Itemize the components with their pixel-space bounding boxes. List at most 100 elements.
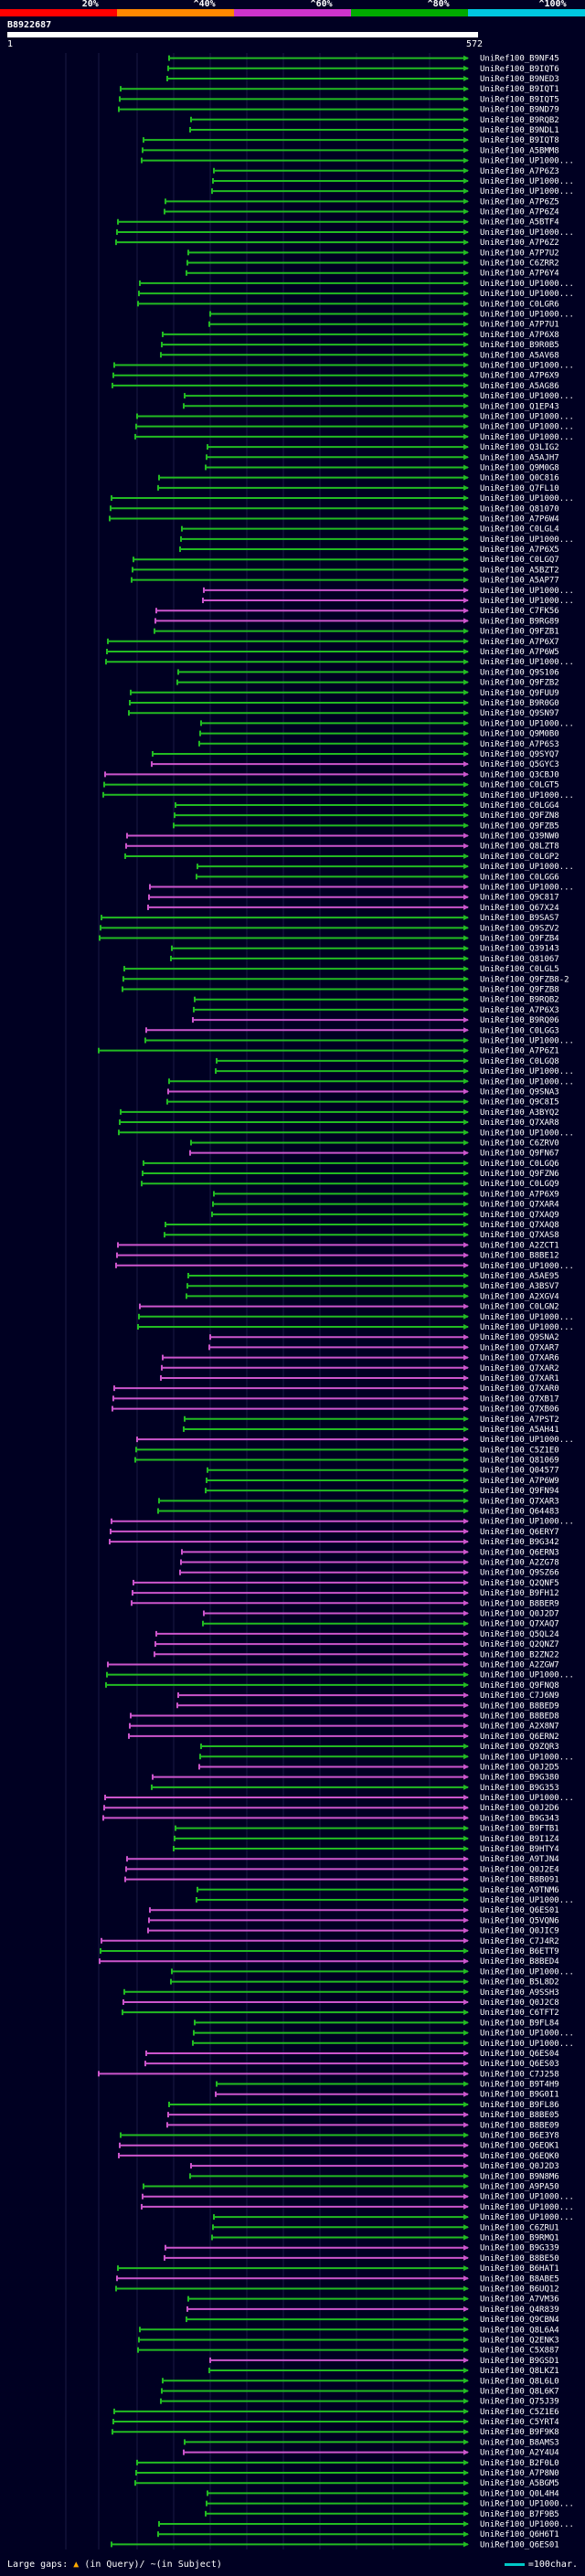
hit-label[interactable]: UniRef100_C0LGT5 [480, 781, 559, 790]
hit-row[interactable]: UniRef100_A2ZCT1 [117, 1241, 559, 1250]
hit-row[interactable]: UniRef100_A7PST2 [184, 1415, 559, 1425]
hit-label[interactable]: UniRef100_A9TJN4 [480, 1855, 559, 1864]
hit-row[interactable]: UniRef100_Q9M0G8 [205, 463, 559, 472]
hit-row[interactable]: UniRef100_B9RQB2 [194, 996, 559, 1005]
hit-label[interactable]: UniRef100_C7J258 [480, 2070, 559, 2079]
hit-label[interactable]: UniRef100_Q9SZ66 [480, 1569, 559, 1578]
hit-label[interactable]: UniRef100_A2Y4U4 [480, 2449, 559, 2458]
hit-row[interactable]: UniRef100_C5YRT4 [112, 2418, 559, 2427]
hit-row[interactable]: UniRef100_Q8LKZ1 [208, 2367, 559, 2376]
hit-label[interactable]: UniRef100_Q81070 [480, 504, 559, 514]
hit-label[interactable]: UniRef100_Q9SNA2 [480, 1333, 559, 1342]
hit-row[interactable]: UniRef100_B8BE09 [166, 2121, 559, 2130]
hit-row[interactable]: UniRef100_C7J6N9 [177, 1691, 559, 1701]
hit-row[interactable]: UniRef100_C0LGP2 [124, 853, 559, 862]
hit-label[interactable]: UniRef100_UP1000... [480, 1518, 574, 1527]
hit-row[interactable]: UniRef100_B5L8D2 [170, 1978, 559, 1988]
hit-label[interactable]: UniRef100_Q9ZQR3 [480, 1743, 559, 1752]
hit-label[interactable]: UniRef100_UP1000... [480, 2193, 574, 2202]
hit-row[interactable]: UniRef100_B6E3Y8 [120, 2132, 559, 2141]
hit-label[interactable]: UniRef100_B9FL86 [480, 2101, 559, 2110]
hit-row[interactable]: UniRef100_A5BMM8 [142, 146, 559, 155]
hit-label[interactable]: UniRef100_UP1000... [480, 2520, 574, 2529]
hit-row[interactable]: UniRef100_Q9FZB8-2 [122, 975, 569, 984]
hit-label[interactable]: UniRef100_Q0J2D3 [480, 2162, 559, 2171]
hit-label[interactable]: UniRef100_Q64483 [480, 1508, 559, 1517]
hit-row[interactable]: UniRef100_Q0J2D3 [190, 2162, 559, 2171]
hit-label[interactable]: UniRef100_Q9SZV2 [480, 924, 559, 933]
hit-row[interactable]: UniRef100_A2ZG78 [180, 1559, 559, 1568]
hit-label[interactable]: UniRef100_C6TFT2 [480, 2009, 559, 2018]
hit-label[interactable]: UniRef100_B9ND79 [480, 106, 559, 115]
hit-label[interactable]: UniRef100_Q0C816 [480, 474, 559, 483]
hit-row[interactable]: UniRef100_Q0J2E4 [125, 1865, 559, 1874]
hit-label[interactable]: UniRef100_A5AG86 [480, 382, 559, 391]
hit-row[interactable]: UniRef100_C0LGL4 [181, 525, 559, 535]
hit-label[interactable]: UniRef100_A9PA50 [480, 2183, 559, 2192]
hit-row[interactable]: UniRef100_C0LGG6 [196, 873, 559, 882]
hit-label[interactable]: UniRef100_A3BSV7 [480, 1282, 559, 1291]
hit-label[interactable]: UniRef100_Q39NW0 [480, 832, 559, 842]
hit-label[interactable]: UniRef100_B9RMQ1 [480, 2234, 559, 2243]
hit-row[interactable]: UniRef100_UP1000... [113, 362, 574, 371]
hit-row[interactable]: UniRef100_Q7XAR2 [161, 1364, 559, 1373]
hit-row[interactable]: UniRef100_C0LGQ6 [143, 1160, 559, 1169]
hit-row[interactable]: UniRef100_A7P7U2 [187, 249, 559, 258]
hit-row[interactable]: UniRef100_UP1000... [158, 2520, 574, 2529]
hit-row[interactable]: UniRef100_A7P6X5 [179, 546, 559, 555]
hit-row[interactable]: UniRef100_Q3CBJ0 [104, 770, 559, 779]
hit-row[interactable]: UniRef100_B9SAS7 [101, 914, 559, 923]
hit-row[interactable]: UniRef100_UP1000... [111, 1518, 574, 1527]
hit-label[interactable]: UniRef100_A5BMM8 [480, 146, 559, 155]
hit-label[interactable]: UniRef100_B9G353 [480, 1784, 559, 1793]
hit-row[interactable]: UniRef100_B2ZN22 [154, 1650, 559, 1659]
hit-label[interactable]: UniRef100_UP1000... [480, 597, 574, 606]
hit-row[interactable]: UniRef100_A9TNM6 [197, 1886, 559, 1895]
hit-label[interactable]: UniRef100_Q6H6T1 [480, 2530, 559, 2539]
hit-row[interactable]: UniRef100_B9RQ06 [192, 1016, 559, 1025]
hit-label[interactable]: UniRef100_C6ZRV0 [480, 1139, 559, 1148]
hit-label[interactable]: UniRef100_B9F9K8 [480, 2428, 559, 2437]
hit-row[interactable]: UniRef100_Q9FUU9 [130, 689, 559, 698]
hit-label[interactable]: UniRef100_UP1000... [480, 412, 574, 421]
hit-row[interactable]: UniRef100_A5AP77 [131, 577, 559, 586]
hit-label[interactable]: UniRef100_Q9M0B0 [480, 730, 559, 739]
hit-row[interactable]: UniRef100_B8B091 [124, 1876, 559, 1885]
hit-row[interactable]: UniRef100_UP1000... [102, 791, 574, 800]
hit-row[interactable]: UniRef100_Q6EQK0 [118, 2152, 559, 2161]
hit-label[interactable]: UniRef100_Q8L6A4 [480, 2326, 559, 2335]
hit-label[interactable]: UniRef100_UP1000... [480, 187, 574, 196]
hit-row[interactable]: UniRef100_Q6ES03 [144, 2060, 559, 2069]
hit-row[interactable]: UniRef100_B2F0L0 [136, 2459, 559, 2468]
hit-label[interactable]: UniRef100_A7PST2 [480, 1415, 559, 1425]
hit-row[interactable]: UniRef100_B9IQT5 [119, 95, 559, 104]
hit-label[interactable]: UniRef100_C7J6N9 [480, 1691, 559, 1701]
hit-label[interactable]: UniRef100_A7P6X9 [480, 372, 559, 381]
hit-label[interactable]: UniRef100_UP1000... [480, 1036, 574, 1045]
hit-label[interactable]: UniRef100_UP1000... [480, 1896, 574, 1905]
hit-row[interactable]: UniRef100_Q9FZN8 [174, 811, 559, 821]
hit-row[interactable]: UniRef100_Q0C816 [158, 474, 559, 483]
hit-row[interactable]: UniRef100_Q0J2D6 [103, 1804, 559, 1813]
hit-row[interactable]: UniRef100_B9I1Z4 [174, 1835, 559, 1844]
hit-row[interactable]: UniRef100_B9GSD1 [209, 2357, 559, 2366]
hit-label[interactable]: UniRef100_UP1000... [480, 494, 574, 504]
hit-label[interactable]: UniRef100_UP1000... [480, 719, 574, 728]
hit-row[interactable]: UniRef100_Q7XAQ7 [202, 1620, 559, 1629]
hit-row[interactable]: UniRef100_UP1000... [199, 1753, 574, 1762]
hit-row[interactable]: UniRef100_A7P6X7 [107, 638, 559, 647]
hit-row[interactable]: UniRef100_Q2QNZ7 [154, 1640, 559, 1649]
hit-label[interactable]: UniRef100_C0LGL5 [480, 965, 559, 974]
hit-label[interactable]: UniRef100_B9RQ06 [480, 1016, 559, 1025]
hit-label[interactable]: UniRef100_A7P6Z2 [480, 239, 559, 248]
hit-row[interactable]: UniRef100_B9IQT1 [120, 85, 559, 94]
hit-row[interactable]: UniRef100_UP1000... [202, 597, 574, 606]
hit-row[interactable]: UniRef100_Q6H6T1 [157, 2530, 559, 2539]
hit-label[interactable]: UniRef100_Q9M0G8 [480, 463, 559, 472]
hit-label[interactable]: UniRef100_A5AE95 [480, 1272, 559, 1281]
hit-row[interactable]: UniRef100_Q04577 [207, 1467, 559, 1476]
hit-label[interactable]: UniRef100_Q6ES01 [480, 2540, 559, 2549]
hit-row[interactable]: UniRef100_B9G380 [152, 1774, 559, 1783]
hit-row[interactable]: UniRef100_B9FL84 [194, 2019, 559, 2028]
hit-row[interactable]: UniRef100_C6ZRR2 [186, 260, 559, 269]
